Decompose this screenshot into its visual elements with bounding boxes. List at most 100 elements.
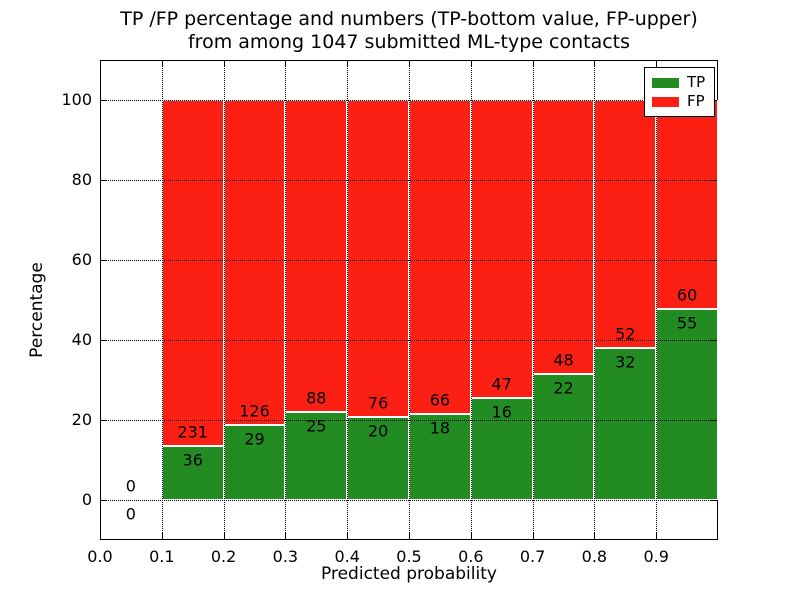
y-tick-label: 100 <box>61 90 92 109</box>
x-tick-bottom <box>409 533 410 539</box>
x-tick-label: 0.7 <box>519 547 546 566</box>
v-gridline-0.6 <box>470 61 472 539</box>
x-tick-label: 0.1 <box>149 547 175 566</box>
x-tick-label: 0.9 <box>643 547 669 566</box>
chart-title: TP /FP percentage and numbers (TP-bottom… <box>100 8 718 54</box>
y-tick-left <box>101 260 107 261</box>
tp-count-label: 29 <box>244 429 265 449</box>
bar-fp-0.3-0.4 <box>285 100 348 412</box>
x-tick-top <box>285 61 287 67</box>
x-tick-top <box>532 61 534 67</box>
x-tick-bottom <box>532 533 534 539</box>
x-tick-top <box>223 61 225 67</box>
tp-count-label: 22 <box>553 378 574 398</box>
x-tick-bottom <box>470 533 472 539</box>
fp-count-label: 52 <box>615 324 636 344</box>
chart-title-line2: from among 1047 submitted ML-type contac… <box>187 31 631 53</box>
y-tick-label: 60 <box>71 250 92 269</box>
tp-count-label: 32 <box>615 352 636 372</box>
x-tick-label: 0.8 <box>581 547 608 566</box>
fp-count-label: 60 <box>676 285 698 305</box>
x-tick-bottom <box>223 533 225 539</box>
x-tick-top <box>409 61 410 67</box>
legend-label-tp: TP <box>687 73 706 91</box>
x-tick-label: 0.2 <box>210 547 237 566</box>
x-tick-bottom <box>161 533 163 539</box>
v-gridline-0.3 <box>285 61 287 539</box>
legend-entry-fp: FP <box>652 92 707 111</box>
tp-count-label: 55 <box>676 313 698 333</box>
y-tick-left <box>101 420 107 421</box>
fp-count-label: 231 <box>177 422 208 442</box>
x-tick-bottom <box>594 533 596 539</box>
y-tick-left <box>101 340 107 341</box>
x-tick-bottom <box>285 533 287 539</box>
bar-tp-0.1-0.2 <box>161 446 224 500</box>
bar-fp-0.2-0.3 <box>223 100 286 426</box>
bar-tp-0.7-0.8 <box>532 374 595 500</box>
fp-count-label: 0 <box>125 476 136 496</box>
y-axis-label: Percentage <box>27 262 47 358</box>
bar-fp-0.9-1.0 <box>656 100 718 309</box>
v-gridline-0.9 <box>656 61 658 539</box>
fp-swatch-icon <box>652 96 679 107</box>
y-tick-label: 0 <box>81 490 92 509</box>
v-gridline-0.8 <box>594 61 596 539</box>
y-tick-left <box>101 100 107 101</box>
fp-count-label: 88 <box>306 388 327 407</box>
bar-tp-0.9-1.0 <box>656 308 718 500</box>
y-tick-right <box>711 500 717 501</box>
bar-fp-0.8-0.9 <box>594 100 657 348</box>
bar-fp-0.1-0.2 <box>161 100 224 447</box>
bar-fp-0.5-0.6 <box>409 100 471 415</box>
y-tick-right <box>711 340 717 341</box>
y-tick-label: 80 <box>71 170 92 189</box>
legend: TP FP <box>644 67 715 117</box>
fp-count-label: 48 <box>553 350 574 370</box>
bar-fp-0.4-0.5 <box>347 100 409 417</box>
bar-fp-0.7-0.8 <box>532 100 595 375</box>
tp-count-label: 36 <box>182 450 203 470</box>
x-tick-label: 0.3 <box>272 547 299 566</box>
tp-count-label: 16 <box>491 402 512 422</box>
fp-count-label: 126 <box>239 401 270 421</box>
y-tick-left <box>101 180 107 181</box>
v-gridline-0.5 <box>409 61 410 539</box>
bar-fp-0.6-0.7 <box>470 100 533 399</box>
tp-count-label: 20 <box>367 421 389 441</box>
v-gridline-0.1 <box>161 61 163 539</box>
x-tick-bottom <box>100 533 101 539</box>
fp-count-label: 76 <box>367 393 389 413</box>
y-tick-label: 40 <box>71 330 92 349</box>
x-tick-top <box>161 61 163 67</box>
bar-tp-0.8-0.9 <box>594 347 657 500</box>
legend-label-fp: FP <box>687 92 705 110</box>
fp-count-label: 47 <box>491 374 512 394</box>
x-tick-label: 0.6 <box>458 547 484 566</box>
x-tick-top <box>656 61 658 67</box>
tp-count-label: 0 <box>125 504 136 524</box>
v-gridline-0.2 <box>223 61 225 539</box>
x-tick-top <box>100 61 101 67</box>
bar-tp-0.5-0.6 <box>409 414 471 500</box>
x-tick-top <box>347 61 349 67</box>
y-tick-right <box>711 260 717 261</box>
x-axis-label: Predicted probability <box>321 564 497 584</box>
fp-count-label: 66 <box>429 390 451 410</box>
x-tick-label: 0.0 <box>87 547 113 566</box>
y-tick-left <box>101 500 107 501</box>
bar-tp-0.3-0.4 <box>285 411 348 500</box>
y-tick-right <box>711 180 717 181</box>
legend-entry-tp: TP <box>652 73 707 92</box>
x-tick-label: 0.5 <box>396 547 422 566</box>
tp-swatch-icon <box>652 77 679 88</box>
y-tick-label: 20 <box>71 410 92 429</box>
y-tick-right <box>711 420 717 421</box>
v-gridline-0.4 <box>347 61 349 539</box>
tp-count-label: 18 <box>429 418 451 438</box>
x-tick-bottom <box>656 533 658 539</box>
v-gridline-0.7 <box>532 61 534 539</box>
x-tick-top <box>470 61 472 67</box>
tp-count-label: 25 <box>306 416 327 435</box>
